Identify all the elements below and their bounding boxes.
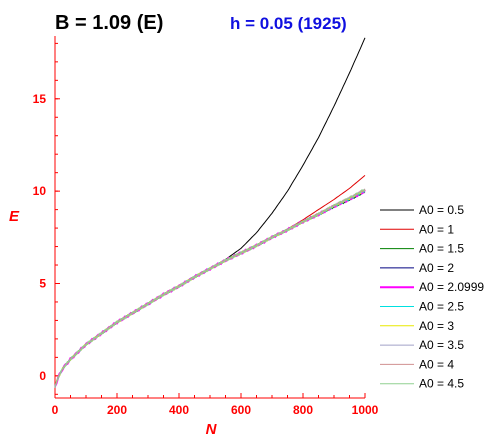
- legend-label: A0 = 4: [419, 357, 454, 371]
- x-axis-label: N: [206, 421, 218, 438]
- series-line: [54, 188, 366, 388]
- y-tick-label: 15: [33, 92, 47, 106]
- legend-label: A0 = 1.5: [419, 242, 464, 256]
- series-line: [54, 175, 366, 387]
- y-axis-label: E: [9, 208, 20, 225]
- x-tick-label: 600: [231, 403, 251, 417]
- x-tick-label: 200: [107, 403, 127, 417]
- chart-title: B = 1.09 (E): [55, 12, 163, 34]
- y-tick-label: 5: [39, 276, 46, 290]
- x-tick-label: 800: [293, 403, 313, 417]
- y-tick-label: 10: [33, 184, 47, 198]
- legend-label: A0 = 4.5: [419, 377, 464, 391]
- legend-label: A0 = 2: [419, 261, 454, 275]
- series-line: [54, 188, 366, 387]
- plot-area: [54, 37, 366, 389]
- legend-label: A0 = 1: [419, 222, 454, 236]
- axes: 0 200 400 600 800 1000 0 5 10 15: [33, 36, 379, 417]
- x-tick-label: 0: [52, 403, 59, 417]
- series-line: [54, 190, 366, 387]
- legend-label: A0 = 3.5: [419, 338, 464, 352]
- series-line: [54, 189, 366, 387]
- x-tick-label: 1000: [352, 403, 379, 417]
- series-line: [54, 189, 366, 387]
- legend-label: A0 = 2.5: [419, 300, 464, 314]
- legend-label: A0 = 3: [419, 319, 454, 333]
- series-line: [54, 189, 366, 388]
- legend: A0 = 0.5 A0 = 1 A0 = 1.5 A0 = 2 A0 = 2.0999 A…: [380, 203, 484, 391]
- y-tick-label: 0: [39, 369, 46, 383]
- series-line: [54, 190, 366, 389]
- series-line: [54, 191, 366, 388]
- x-tick-label: 400: [169, 403, 189, 417]
- legend-label: A0 = 2.0999: [419, 280, 484, 294]
- legend-label: A0 = 0.5: [419, 203, 464, 217]
- chart-subtitle: h = 0.05 (1925): [230, 14, 347, 33]
